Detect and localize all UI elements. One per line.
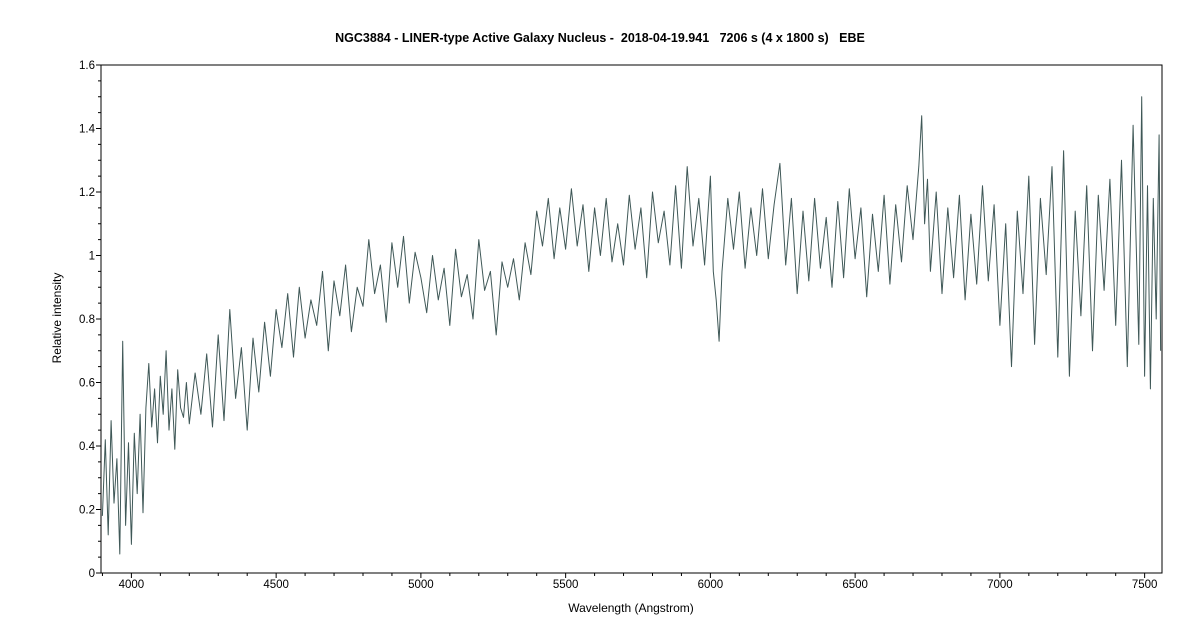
x-tick-label: 4000	[119, 579, 145, 591]
x-tick-label: 4500	[263, 579, 289, 591]
y-axis-title: Relative intensity	[50, 273, 64, 364]
y-tick-label: 1.4	[79, 124, 96, 136]
y-axis: 0 0.2 0.4 0.6 0.8 1 1.2 1.4 1.6	[79, 60, 101, 580]
y-tick-label: 1.2	[79, 187, 95, 199]
y-tick-label: 0.4	[79, 441, 96, 453]
chart-title: NGC3884 - LINER-type Active Galaxy Nucle…	[335, 31, 865, 45]
x-tick-label: 5500	[553, 579, 579, 591]
plot-area	[100, 64, 1163, 574]
x-tick-label: 6000	[698, 579, 724, 591]
y-tick-label: 0	[89, 568, 95, 580]
x-axis: 4000 4500 5000 5500 6000 6500 7000 7500	[101, 573, 1158, 591]
x-tick-label: 7000	[987, 579, 1013, 591]
y-tick-label: 0.6	[79, 378, 95, 390]
y-tick-label: 1	[89, 251, 95, 263]
y-tick-label: 1.6	[79, 60, 95, 72]
y-tick-label: 0.2	[79, 505, 95, 517]
spectrum-line	[101, 96, 1162, 555]
x-tick-label: 7500	[1132, 579, 1158, 591]
x-tick-label: 6500	[842, 579, 868, 591]
y-tick-label: 0.8	[79, 314, 95, 326]
x-axis-title: Wavelength (Angstrom)	[568, 601, 694, 615]
x-tick-label: 5000	[408, 579, 434, 591]
